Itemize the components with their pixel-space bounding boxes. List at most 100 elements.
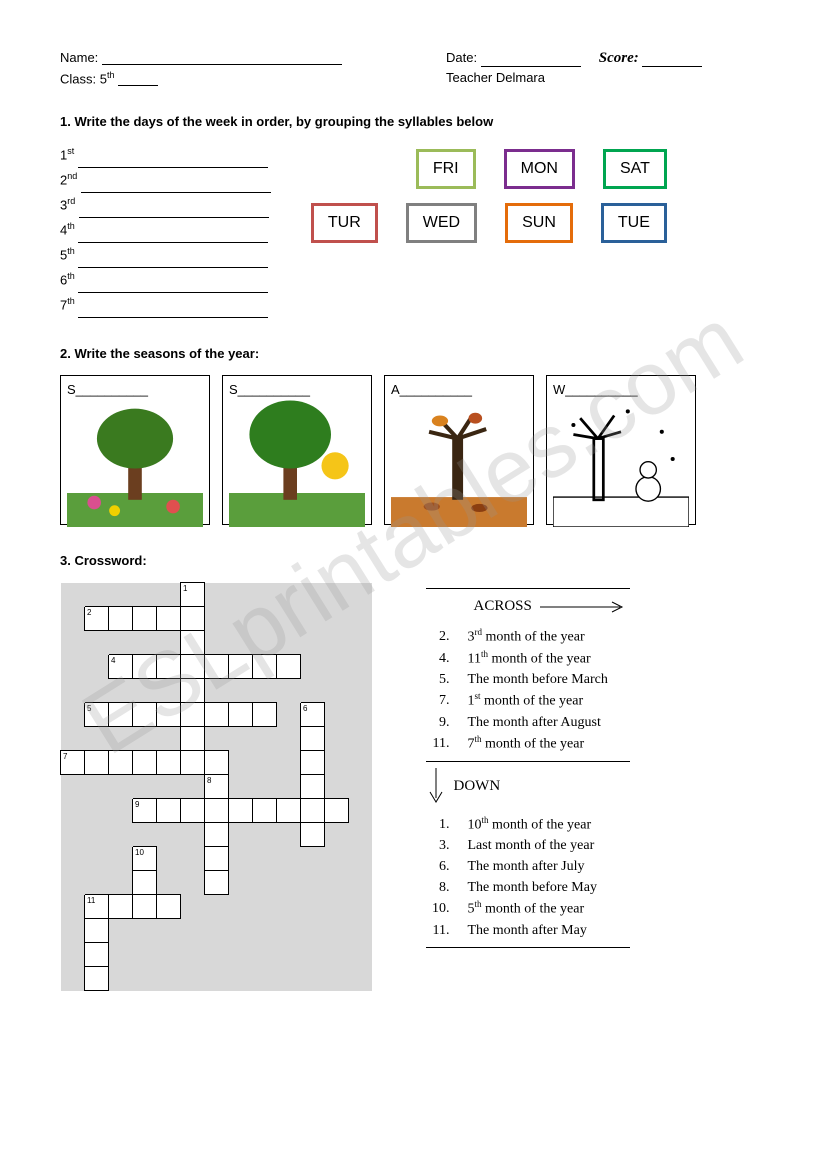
- crossword-cell[interactable]: [181, 679, 205, 703]
- crossword-cell[interactable]: [133, 751, 157, 775]
- q1-answer-blank[interactable]: [78, 255, 268, 268]
- crossword-bg: [301, 991, 325, 1015]
- crossword-cell[interactable]: [109, 895, 133, 919]
- day-box-tue[interactable]: TUE: [601, 203, 667, 243]
- crossword-cell[interactable]: [133, 655, 157, 679]
- crossword-cell[interactable]: [181, 751, 205, 775]
- q1-answer-blank[interactable]: [78, 155, 268, 168]
- date-blank[interactable]: [481, 54, 581, 67]
- q1-answer-blank[interactable]: [78, 230, 268, 243]
- crossword-cell[interactable]: [301, 823, 325, 847]
- q1-answer-blank[interactable]: [81, 180, 271, 193]
- crossword-cell[interactable]: 6: [301, 703, 325, 727]
- crossword-cell[interactable]: [157, 655, 181, 679]
- crossword-cell[interactable]: [205, 703, 229, 727]
- crossword-cell[interactable]: [205, 655, 229, 679]
- day-box-tur[interactable]: TUR: [311, 203, 378, 243]
- crossword-bg: [85, 583, 109, 607]
- crossword-cell[interactable]: [277, 799, 301, 823]
- crossword-cell[interactable]: 8: [205, 775, 229, 799]
- crossword-cell[interactable]: [157, 751, 181, 775]
- crossword-cell[interactable]: [133, 607, 157, 631]
- crossword-cell[interactable]: [157, 895, 181, 919]
- crossword-cell[interactable]: [181, 607, 205, 631]
- crossword-bg: [349, 775, 373, 799]
- crossword-cell[interactable]: [181, 799, 205, 823]
- day-box-sun[interactable]: SUN: [505, 203, 573, 243]
- crossword-bg: [325, 679, 349, 703]
- crossword-cell[interactable]: [85, 967, 109, 991]
- crossword-cell[interactable]: 7: [61, 751, 85, 775]
- class-label: Class:: [60, 71, 96, 86]
- crossword-cell[interactable]: [85, 943, 109, 967]
- crossword-bg: [85, 871, 109, 895]
- crossword-bg: [229, 775, 253, 799]
- crossword-cell[interactable]: [133, 703, 157, 727]
- crossword-cell[interactable]: [157, 703, 181, 727]
- crossword-bg: [253, 775, 277, 799]
- crossword-cell[interactable]: [205, 823, 229, 847]
- crossword-cell[interactable]: [181, 655, 205, 679]
- crossword-bg: [157, 583, 181, 607]
- crossword-cell[interactable]: [109, 751, 133, 775]
- crossword-cell[interactable]: [181, 703, 205, 727]
- crossword-bg: [109, 967, 133, 991]
- crossword-cell[interactable]: [181, 631, 205, 655]
- crossword-cell[interactable]: 11: [85, 895, 109, 919]
- crossword-cell[interactable]: [181, 727, 205, 751]
- crossword-cell[interactable]: [229, 655, 253, 679]
- crossword-cell[interactable]: 10: [133, 847, 157, 871]
- score-blank[interactable]: [642, 54, 702, 67]
- crossword-cell[interactable]: [205, 799, 229, 823]
- crossword-cell[interactable]: 2: [85, 607, 109, 631]
- crossword-cell[interactable]: [109, 607, 133, 631]
- crossword-bg: [85, 775, 109, 799]
- crossword-bg: [349, 871, 373, 895]
- crossword-cell[interactable]: [85, 751, 109, 775]
- crossword-cell[interactable]: 1: [181, 583, 205, 607]
- q1-ordinal-row: 6th: [60, 268, 271, 293]
- crossword-cell[interactable]: [229, 703, 253, 727]
- crossword-cell[interactable]: 4: [109, 655, 133, 679]
- day-box-wed[interactable]: WED: [406, 203, 477, 243]
- q1-answer-blank[interactable]: [79, 205, 269, 218]
- crossword-cell[interactable]: 9: [133, 799, 157, 823]
- q1-answer-blank[interactable]: [78, 280, 268, 293]
- q1-ordinal-row: 1st: [60, 143, 271, 168]
- crossword-cell[interactable]: [253, 799, 277, 823]
- name-blank[interactable]: [102, 52, 342, 65]
- season-image: [391, 401, 527, 516]
- crossword-cell[interactable]: [133, 895, 157, 919]
- crossword-cell[interactable]: [157, 607, 181, 631]
- crossword-cell[interactable]: [277, 655, 301, 679]
- crossword-bg: [157, 679, 181, 703]
- crossword-cell[interactable]: [133, 871, 157, 895]
- crossword-bg: [157, 919, 181, 943]
- crossword-cell[interactable]: [301, 727, 325, 751]
- crossword-cell[interactable]: [301, 775, 325, 799]
- crossword-cell[interactable]: [205, 871, 229, 895]
- crossword-cell[interactable]: [229, 799, 253, 823]
- crossword-cell[interactable]: [301, 751, 325, 775]
- q1-answer-blank[interactable]: [78, 305, 268, 318]
- crossword-grid[interactable]: 1 245 6 7 8 9 10 11: [60, 582, 396, 1014]
- crossword-cell[interactable]: [205, 847, 229, 871]
- crossword-cell[interactable]: [253, 655, 277, 679]
- crossword-cell[interactable]: [157, 799, 181, 823]
- day-box-sat[interactable]: SAT: [603, 149, 667, 189]
- crossword-cell[interactable]: [301, 799, 325, 823]
- class-blank[interactable]: [118, 73, 158, 86]
- crossword-cell[interactable]: [205, 751, 229, 775]
- day-box-mon[interactable]: MON: [504, 149, 575, 189]
- crossword-bg: [301, 895, 325, 919]
- crossword-bg: [325, 703, 349, 727]
- crossword-bg: [277, 871, 301, 895]
- crossword-cell[interactable]: [109, 703, 133, 727]
- day-box-fri[interactable]: FRI: [416, 149, 476, 189]
- crossword-bg: [349, 799, 373, 823]
- crossword-cell[interactable]: 5: [85, 703, 109, 727]
- crossword-cell[interactable]: [253, 703, 277, 727]
- crossword-cell[interactable]: [85, 919, 109, 943]
- crossword-cell[interactable]: [325, 799, 349, 823]
- crossword-bg: [109, 679, 133, 703]
